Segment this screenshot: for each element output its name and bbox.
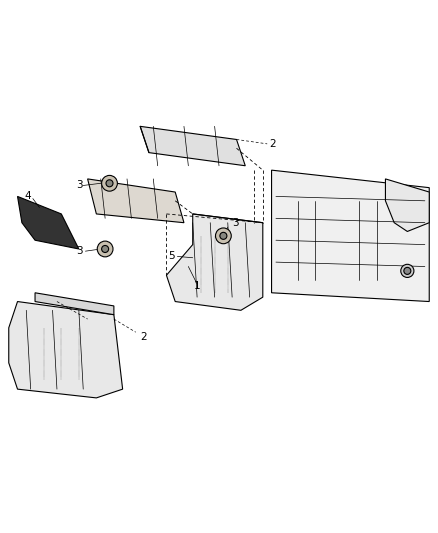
Polygon shape (272, 170, 429, 302)
Circle shape (215, 228, 231, 244)
Circle shape (220, 232, 227, 239)
Polygon shape (140, 126, 245, 166)
Text: 4: 4 (24, 191, 31, 201)
Text: 3: 3 (232, 217, 239, 228)
Polygon shape (35, 293, 114, 314)
Text: 2: 2 (140, 332, 147, 342)
Circle shape (97, 241, 113, 257)
Circle shape (106, 180, 113, 187)
Polygon shape (385, 179, 429, 231)
Circle shape (401, 264, 414, 278)
Polygon shape (9, 302, 123, 398)
Text: 2: 2 (269, 139, 276, 149)
Polygon shape (166, 214, 263, 310)
Circle shape (102, 175, 117, 191)
Polygon shape (18, 197, 79, 249)
Polygon shape (88, 179, 184, 223)
Text: 1: 1 (194, 281, 201, 291)
Circle shape (102, 246, 109, 253)
Text: 3: 3 (77, 181, 83, 190)
Circle shape (404, 268, 411, 274)
Text: 5: 5 (169, 251, 175, 261)
Text: 3: 3 (77, 246, 83, 256)
